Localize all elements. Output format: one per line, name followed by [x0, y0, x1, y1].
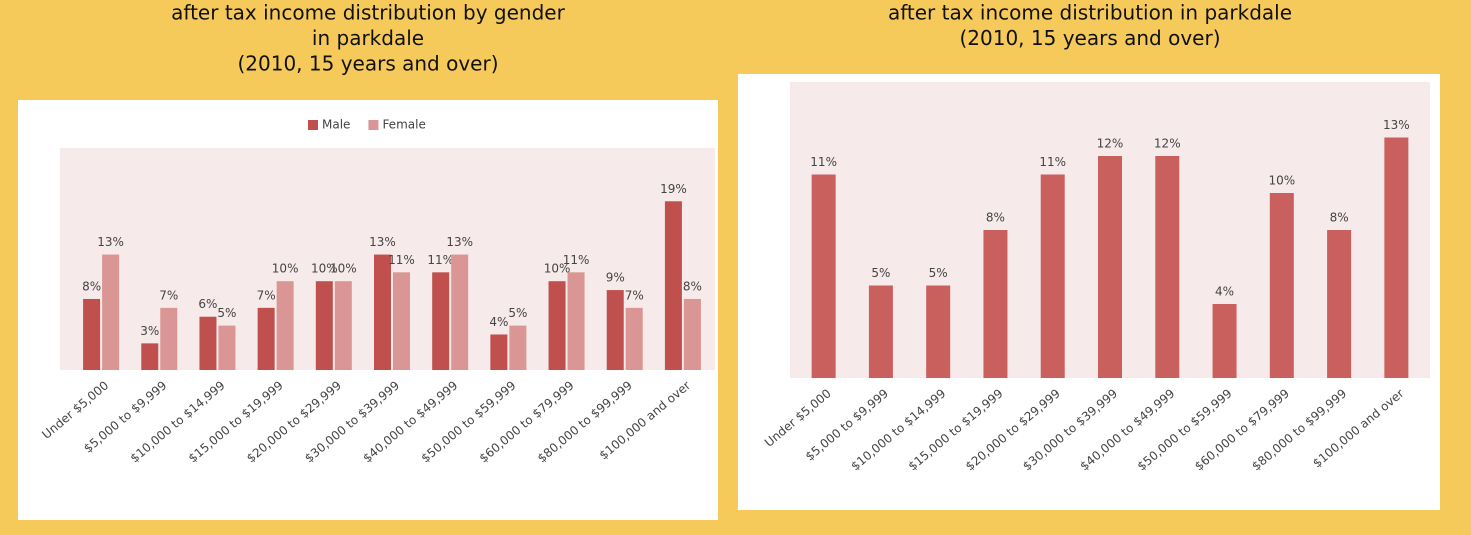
bar — [83, 298, 101, 370]
chart-title: (2010, 15 years and over) — [237, 52, 498, 76]
chart-title: after tax income distribution in parkdal… — [888, 1, 1292, 25]
data-label: 4% — [1215, 285, 1234, 299]
bar — [276, 281, 294, 370]
data-label: 11% — [427, 253, 454, 267]
data-label: 13% — [1383, 118, 1410, 132]
data-label: 12% — [1097, 137, 1124, 151]
bar — [664, 201, 682, 370]
data-label: 8% — [986, 211, 1005, 225]
data-label: 13% — [446, 235, 473, 249]
bar — [141, 343, 159, 370]
legend-swatch — [308, 120, 318, 130]
data-label: 13% — [369, 235, 396, 249]
bar — [1269, 193, 1294, 378]
chart-title: after tax income distribution by gender — [171, 1, 565, 25]
data-label: 8% — [82, 279, 101, 293]
data-label: 12% — [1154, 137, 1181, 151]
bar — [1327, 230, 1352, 378]
bar — [983, 230, 1008, 378]
bar — [218, 325, 236, 370]
bar — [199, 316, 217, 370]
data-label: 7% — [257, 288, 276, 302]
data-label: 13% — [97, 235, 124, 249]
chart-title: (2010, 15 years and over) — [959, 26, 1220, 50]
bar — [102, 254, 120, 370]
bar — [1384, 137, 1409, 378]
data-label: 9% — [606, 271, 625, 285]
data-label: 5% — [929, 266, 948, 280]
bar — [1040, 174, 1065, 378]
data-label: 5% — [217, 306, 236, 320]
bar — [1155, 156, 1180, 378]
data-label: 7% — [159, 288, 178, 302]
data-label: 11% — [563, 253, 590, 267]
data-label: 6% — [198, 297, 217, 311]
bar — [811, 174, 836, 378]
bar — [393, 272, 410, 370]
data-label: 10% — [544, 262, 571, 276]
data-label: 10% — [1268, 174, 1295, 188]
bar — [160, 307, 178, 370]
bar — [374, 254, 391, 370]
bar — [1212, 304, 1237, 378]
data-label: 3% — [140, 324, 159, 338]
data-label: 10% — [311, 262, 338, 276]
data-label: 11% — [1039, 155, 1066, 169]
bar — [548, 281, 566, 370]
data-label: 5% — [871, 266, 890, 280]
bar — [926, 285, 951, 378]
bar — [509, 325, 527, 370]
data-label: 11% — [810, 155, 837, 169]
bar — [490, 334, 508, 370]
legend-label: Female — [382, 118, 425, 132]
data-label: 19% — [660, 182, 687, 196]
bar — [451, 254, 469, 370]
bar — [606, 290, 624, 370]
bar — [868, 285, 893, 378]
bar — [257, 307, 275, 370]
data-label: 10% — [330, 262, 357, 276]
chart-title: in parkdale — [312, 26, 424, 50]
bar — [1098, 156, 1122, 378]
bar — [625, 307, 643, 370]
bar — [683, 298, 701, 370]
data-label: 8% — [1330, 211, 1349, 225]
bar — [315, 281, 333, 370]
bar — [567, 272, 585, 370]
bar — [432, 272, 450, 370]
data-label: 7% — [625, 288, 644, 302]
legend-label: Male — [322, 118, 350, 132]
legend-swatch — [368, 120, 379, 130]
data-label: 11% — [388, 253, 415, 267]
bar — [334, 281, 352, 370]
data-label: 8% — [683, 279, 702, 293]
data-label: 10% — [272, 262, 299, 276]
data-label: 4% — [489, 315, 508, 329]
data-label: 5% — [508, 306, 527, 320]
